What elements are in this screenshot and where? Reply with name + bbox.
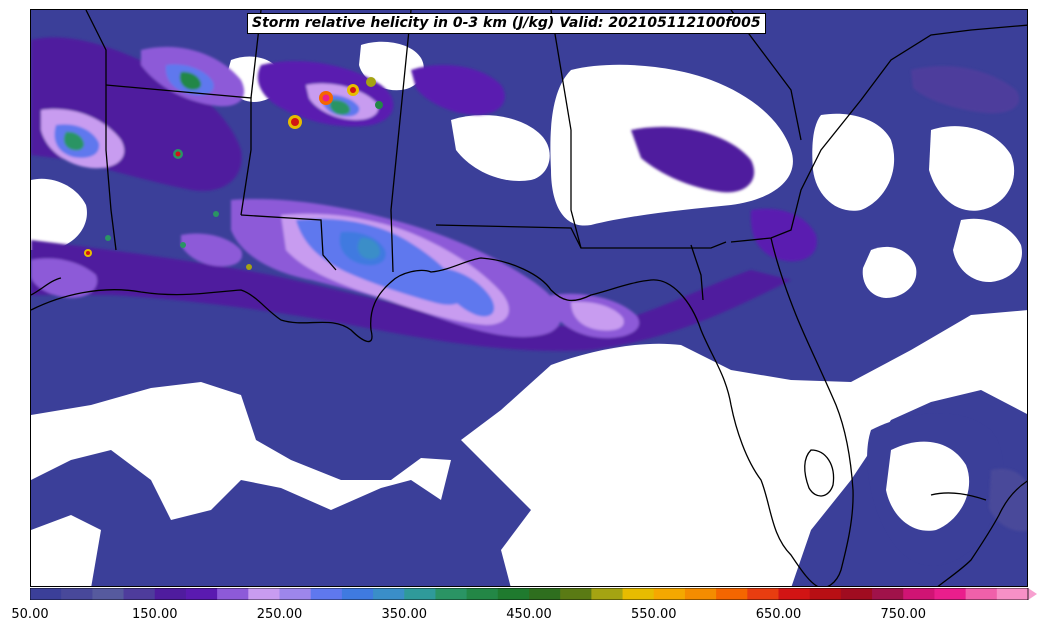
colorbar-swatch	[591, 588, 624, 600]
colorbar-swatch	[809, 588, 842, 600]
colorbar-swatch	[279, 588, 312, 600]
colorbar-swatch	[92, 588, 125, 600]
colorbar-tick-label: 350.00	[381, 607, 428, 622]
colorbar-swatch	[217, 588, 249, 600]
colorbar-swatch	[248, 588, 280, 600]
colorbar-swatch	[778, 588, 811, 600]
map-panel	[30, 9, 1028, 587]
colorbar-swatch	[934, 588, 967, 600]
colorbar-tick-label: 750.00	[880, 607, 927, 622]
map-title: Storm relative helicity in 0-3 km (J/kg)…	[247, 13, 766, 34]
colorbar-tick-label: 650.00	[755, 607, 802, 622]
colorbar-swatch	[622, 588, 655, 600]
colorbar-swatch	[965, 588, 998, 600]
colorbar-swatches	[30, 588, 1029, 600]
colorbar-swatch	[840, 588, 873, 600]
colorbar-swatch	[61, 588, 93, 600]
colorbar-tick-label: 550.00	[631, 607, 677, 622]
srh-contour-bands	[31, 37, 1027, 532]
colorbar-tick-label: 250.00	[256, 607, 303, 622]
colorbar-swatch	[310, 588, 343, 600]
colorbar-swatch	[903, 588, 935, 600]
colorbar-swatch	[154, 588, 187, 600]
colorbar-swatch	[872, 588, 904, 600]
colorbar-swatch	[996, 588, 1029, 600]
colorbar-swatch	[716, 588, 748, 600]
colorbar-swatch	[684, 588, 717, 600]
colorbar-swatch	[373, 588, 405, 600]
colorbar-swatch	[653, 588, 686, 600]
colorbar-swatch	[341, 588, 374, 600]
colorbar-tick-label: 450.00	[506, 607, 552, 622]
colorbar-swatch	[466, 588, 499, 600]
colorbar-swatch	[404, 588, 436, 600]
coastlines-and-borders	[31, 10, 1027, 586]
colorbar-swatch	[529, 588, 561, 600]
colorbar-swatch	[123, 588, 156, 600]
colorbar-swatch	[185, 588, 218, 600]
colorbar-swatch	[30, 588, 62, 600]
srh-field-map	[31, 10, 1027, 586]
colorbar-swatch	[747, 588, 779, 600]
colorbar-swatch	[497, 588, 530, 600]
colorbar-tick-label: 50.00	[11, 607, 49, 622]
colorbar-outline	[30, 588, 1029, 600]
colorbar-swatch	[435, 588, 468, 600]
colorbar	[30, 588, 1037, 600]
srh-hotspots	[84, 77, 383, 270]
colorbar-swatch	[560, 588, 592, 600]
colorbar-extend-arrow	[1028, 588, 1037, 600]
colorbar-tick-label: 150.00	[132, 607, 178, 622]
